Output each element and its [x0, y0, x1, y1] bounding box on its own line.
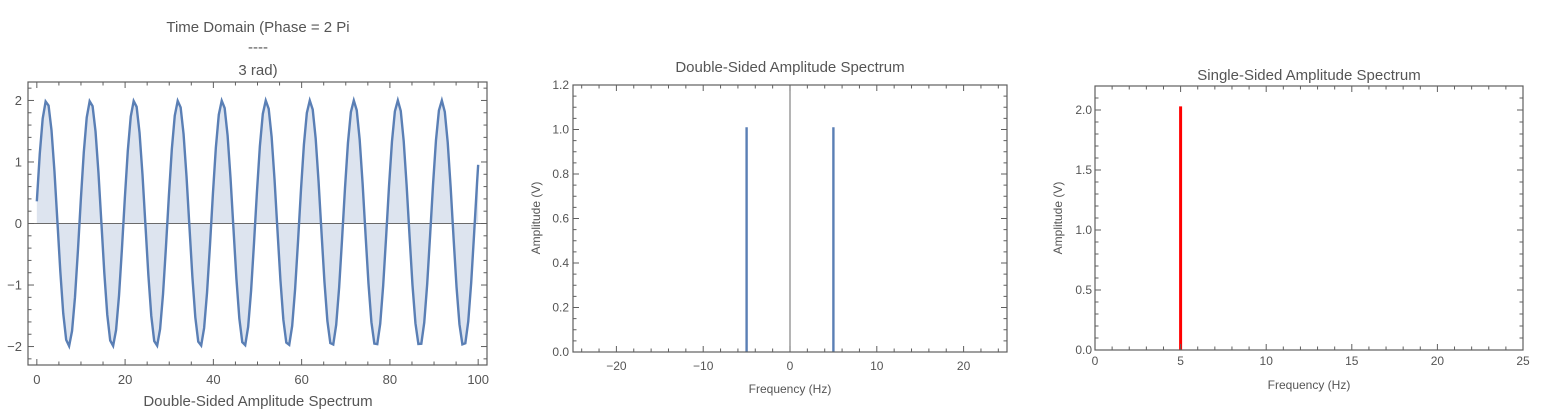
x-tick-label: 20 — [957, 359, 971, 373]
x-tick-label: 10 — [870, 359, 884, 373]
y-tick-label: 1 — [15, 155, 22, 170]
plot3-ylabel: Amplitude (V) — [1051, 182, 1065, 255]
plot1-xlabel: Double-Sided Amplitude Spectrum — [143, 393, 372, 410]
x-tick-label: −10 — [693, 359, 714, 373]
signal-line — [35, 95, 480, 350]
y-tick-label: 0.5 — [1075, 283, 1092, 297]
plot3-title: Single-Sided Amplitude Spectrum — [1197, 67, 1420, 84]
x-tick-label: 5 — [1177, 354, 1184, 368]
x-tick-label: −20 — [606, 359, 627, 373]
x-tick-label: 10 — [1260, 354, 1274, 368]
x-tick-label: 60 — [294, 372, 308, 387]
y-tick-label: 0.6 — [552, 212, 569, 226]
y-tick-label: 1.5 — [1075, 163, 1092, 177]
y-tick-label: −1 — [7, 278, 22, 293]
x-tick-label: 100 — [467, 372, 489, 387]
plot1-title-line3: 3 rad) — [238, 62, 277, 79]
plot1-title-line2: ---- — [248, 39, 268, 56]
y-tick-label: 2.0 — [1075, 103, 1092, 117]
y-tick-label: 0.0 — [552, 345, 569, 359]
y-tick-label: 0.4 — [552, 256, 569, 270]
y-tick-label: 0 — [15, 216, 22, 231]
x-tick-label: 0 — [787, 359, 794, 373]
plot3-axes: 0 5 10 15 20 25 0.0 0.5 1.0 1.5 2.0 — [1075, 85, 1530, 368]
y-tick-label: 1.2 — [552, 78, 569, 92]
y-tick-label: 1.0 — [552, 123, 569, 137]
y-tick-label: 2 — [15, 93, 22, 108]
y-tick-label: 0.8 — [552, 167, 569, 181]
y-tick-label: −2 — [7, 339, 22, 354]
plot1-title-line1: Time Domain (Phase = 2 Pi — [166, 19, 349, 36]
plot2-ylabel: Amplitude (V) — [529, 182, 543, 255]
x-tick-label: 20 — [1431, 354, 1445, 368]
x-tick-label: 40 — [206, 372, 220, 387]
plot2-data — [745, 85, 835, 352]
y-tick-label: 1.0 — [1075, 223, 1092, 237]
x-tick-label: 15 — [1345, 354, 1359, 368]
plot3-xlabel: Frequency (Hz) — [1268, 378, 1351, 392]
x-tick-label: 0 — [1092, 354, 1099, 368]
x-tick-label: 80 — [383, 372, 397, 387]
x-tick-label: 0 — [33, 372, 40, 387]
y-tick-label: 0.0 — [1075, 343, 1092, 357]
x-tick-label: 20 — [118, 372, 132, 387]
double-sided-spectrum-plot: Double-Sided Amplitude Spectrum −20 −10 0 1… — [529, 59, 1008, 396]
x-tick-label: 25 — [1516, 354, 1530, 368]
plot2-xlabel: Frequency (Hz) — [749, 382, 832, 396]
plot1-data — [28, 95, 487, 350]
y-tick-label: 0.2 — [552, 301, 569, 315]
time-domain-plot: Time Domain (Phase = 2 Pi ---- 3 rad) 0 2… — [7, 19, 489, 410]
plot1-axes: 0 20 40 60 80 100 −2 −1 0 1 2 — [7, 81, 489, 387]
single-sided-spectrum-plot: Single-Sided Amplitude Spectrum 0 5 10 15 20… — [1051, 67, 1530, 392]
plot2-title: Double-Sided Amplitude Spectrum — [675, 59, 904, 76]
plot2-axes: −20 −10 0 10 20 0.0 0.2 0.4 0.6 0.8 1.0 1.2 — [552, 78, 1008, 373]
